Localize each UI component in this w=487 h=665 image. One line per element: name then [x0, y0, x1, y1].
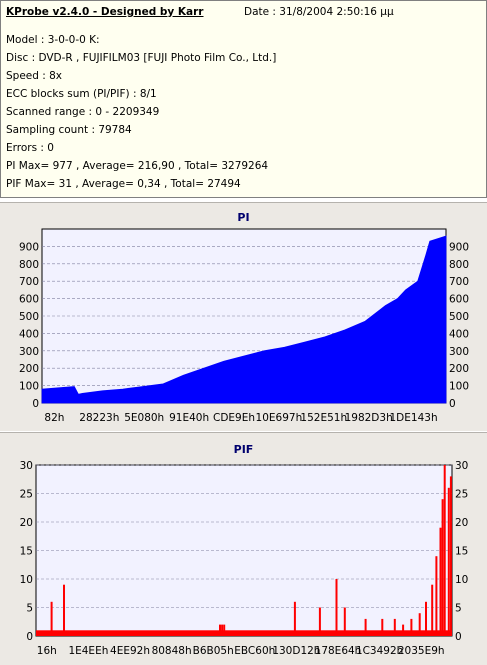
y-tick-right-0: 0 — [449, 398, 456, 410]
pif-bar-10 — [381, 618, 384, 636]
y-tick-left-6: 30 — [20, 460, 33, 472]
y-tick-left-4: 20 — [20, 517, 33, 529]
info-line-model: Model : 3-0-0-0 K: — [6, 34, 100, 46]
pif-bar-8 — [343, 607, 346, 636]
y-tick-left-1: 100 — [19, 381, 39, 393]
y-tick-left-0: 0 — [32, 398, 39, 410]
y-tick-left-6: 600 — [19, 294, 39, 306]
y-tick-left-5: 500 — [19, 311, 39, 323]
pif-chart: 0 0 5 5 10 10 15 15 20 20 25 25 30 30 16h 1E4EEh 4EE92h 8… — [20, 460, 469, 657]
pif-chart-title: PIF — [233, 443, 254, 456]
x-tick-0: 82h — [44, 412, 64, 424]
y-tick-left-0: 0 — [26, 631, 33, 643]
pif-bar-1 — [63, 584, 65, 636]
pif-bar-12 — [402, 624, 405, 636]
y-tick-left-2: 200 — [19, 363, 39, 375]
pi-chart-title: PI — [237, 211, 250, 224]
pi-chart-panel: PI 0 0 100 100 200 200 300 300 400 400 500 500 600 60… — [0, 202, 487, 431]
pif-bar-7 — [335, 579, 338, 636]
info-line-ecc: ECC blocks sum (PI/PIF) : 8/1 — [6, 88, 157, 100]
x-tick-6: 152E51h — [300, 412, 347, 424]
info-panel: KProbe v2.4.0 - Designed by Karr Date : … — [0, 0, 487, 198]
y-tick-right-0: 0 — [455, 631, 462, 643]
pif-bar-16 — [431, 584, 434, 636]
y-tick-right-7: 700 — [449, 276, 469, 288]
x-tick-8: 1C3492h — [356, 645, 403, 657]
y-tick-right-6: 30 — [455, 460, 468, 472]
info-line-disc: Disc : DVD-R , FUJIFILM03 [FUJI Photo Fi… — [6, 52, 277, 64]
y-tick-right-4: 400 — [449, 328, 469, 340]
info-line-pif-stats: PIF Max= 31 , Average= 0,34 , Total= 274… — [6, 178, 241, 190]
x-tick-7: 1982D3h — [345, 412, 393, 424]
pif-bar-0 — [50, 601, 53, 636]
info-line-errors: Errors : 0 — [6, 142, 54, 154]
y-tick-right-5: 25 — [455, 489, 468, 501]
x-tick-8: 1DE143h — [390, 412, 438, 424]
pif-bar-14 — [418, 613, 421, 636]
y-tick-left-4: 400 — [19, 328, 39, 340]
pif-bar-19 — [441, 499, 444, 636]
pif-bar-4 — [223, 624, 226, 636]
app-title: KProbe v2.4.0 - Designed by Karr — [6, 6, 204, 18]
pif-bar-5 — [293, 601, 296, 636]
x-tick-6: 130D12h — [272, 645, 320, 657]
x-tick-5: EBC60h — [234, 645, 275, 657]
pif-bar-13 — [410, 618, 413, 636]
info-line-sampling: Sampling count : 79784 — [6, 124, 132, 136]
y-tick-right-1: 5 — [455, 603, 462, 615]
pif-chart-panel: PIF 0 0 5 5 10 10 15 15 20 20 25 25 30 30 16h 1E4EEh 4EE… — [0, 432, 487, 665]
pif-bar-2 — [219, 624, 221, 636]
pif-bar-15 — [425, 601, 427, 636]
x-tick-5: 10E697h — [256, 412, 303, 424]
y-tick-right-6: 600 — [449, 294, 469, 306]
y-tick-left-3: 15 — [20, 546, 33, 558]
pif-bar-9 — [364, 618, 367, 636]
x-tick-3: 91E40h — [169, 412, 209, 424]
y-tick-right-2: 200 — [449, 363, 469, 375]
y-tick-right-9: 900 — [449, 241, 469, 253]
y-tick-left-5: 25 — [20, 489, 33, 501]
pif-bar-6 — [318, 607, 321, 636]
info-line-pi-stats: PI Max= 977 , Average= 216,90 , Total= 3… — [6, 160, 269, 172]
y-tick-right-5: 500 — [449, 311, 469, 323]
y-tick-left-7: 700 — [19, 276, 39, 288]
y-tick-left-9: 900 — [19, 241, 39, 253]
y-tick-right-4: 20 — [455, 517, 468, 529]
x-tick-2: 4EE92h — [110, 645, 150, 657]
x-tick-7: 178E64h — [315, 645, 362, 657]
x-tick-2: 5E080h — [124, 412, 164, 424]
x-tick-9: 2035E9h — [398, 645, 445, 657]
y-tick-right-3: 15 — [455, 546, 468, 558]
scan-date: Date : 31/8/2004 2:50:16 μμ — [244, 6, 394, 18]
pif-bar-18 — [439, 527, 442, 636]
x-tick-1: 1E4EEh — [68, 645, 108, 657]
pi-chart: 0 0 100 100 200 200 300 300 400 400 500 500 600 600 70… — [19, 228, 469, 424]
x-tick-1: 28223h — [79, 412, 119, 424]
y-tick-right-2: 10 — [455, 574, 468, 586]
pif-bar-21 — [447, 487, 450, 636]
pi-series-area — [41, 235, 447, 404]
y-tick-right-8: 800 — [449, 259, 469, 271]
y-tick-right-3: 300 — [449, 346, 469, 358]
info-line-speed: Speed : 8x — [6, 70, 63, 82]
y-tick-left-1: 5 — [26, 603, 33, 615]
pif-bar-22 — [449, 476, 452, 636]
pif-baseline-bar — [36, 630, 452, 636]
y-tick-left-3: 300 — [19, 346, 39, 358]
x-tick-0: 16h — [37, 645, 57, 657]
y-tick-left-8: 800 — [19, 259, 39, 271]
pif-bar-3 — [221, 624, 224, 636]
y-tick-right-1: 100 — [449, 381, 469, 393]
x-tick-4: CDE9Eh — [213, 412, 255, 424]
pif-bar-17 — [435, 556, 438, 636]
pif-bar-20 — [443, 465, 446, 636]
x-tick-4: B6B05h — [193, 645, 234, 657]
pif-bar-11 — [393, 618, 396, 636]
x-tick-3: 80848h — [152, 645, 192, 657]
info-line-range: Scanned range : 0 - 2209349 — [6, 106, 160, 118]
y-tick-left-2: 10 — [20, 574, 33, 586]
